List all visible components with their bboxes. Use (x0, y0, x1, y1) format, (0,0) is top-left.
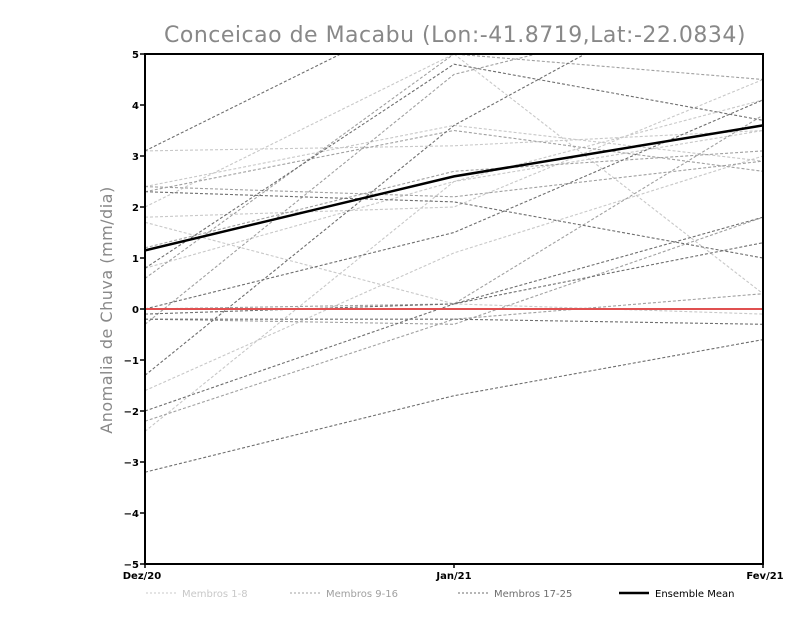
x-axis-ticks: Dez/20 Jan/21 Fev/21 (123, 564, 784, 582)
member-line-13 (145, 150, 763, 249)
legend-label: Membros 17-25 (494, 589, 572, 600)
member-line-11 (145, 54, 539, 325)
member-line-24 (145, 63, 763, 269)
y-tick-label: 4 (132, 101, 139, 112)
member-line-23 (145, 318, 763, 325)
y-tick-label: −5 (124, 560, 139, 571)
member-line-2 (145, 78, 763, 218)
y-tick-label: −2 (124, 407, 139, 418)
legend-item: Membros 17-25 (458, 589, 572, 600)
member-line-15 (145, 293, 763, 422)
y-tick-label: 5 (132, 50, 139, 61)
ensemble-mean-line (145, 124, 763, 252)
legend-item: Membros 9-16 (290, 589, 398, 600)
member-line-14 (145, 160, 763, 198)
member-line-22 (145, 99, 763, 310)
x-tick-label: Jan/21 (435, 571, 471, 582)
legend-label: Membros 1-8 (182, 589, 248, 600)
member-line-6 (145, 221, 763, 315)
legend-item: Membros 1-8 (146, 589, 248, 600)
member-line-21 (145, 216, 763, 412)
member-line-7 (145, 129, 763, 269)
member-line-5 (145, 155, 763, 392)
y-axis-ticks: 5 4 3 2 1 0 −1 −2 −3 −4 −5 (124, 50, 145, 571)
y-axis-label: Anomalia de Chuva (mm/dia) (97, 186, 116, 433)
member-line-19 (145, 339, 763, 473)
member-line-3 (145, 129, 763, 152)
y-tick-label: 1 (132, 254, 139, 265)
y-tick-label: 0 (132, 305, 139, 316)
legend-label: Membros 9-16 (326, 589, 398, 600)
y-tick-label: 3 (132, 152, 139, 163)
member-line-10 (145, 114, 763, 310)
member-line-4 (145, 54, 763, 295)
y-tick-label: −3 (124, 458, 139, 469)
x-tick-label: Fev/21 (746, 571, 783, 582)
member-line-9 (145, 129, 763, 193)
y-tick-label: −1 (124, 356, 139, 367)
chart-title: Conceicao de Macabu (Lon:-41.8719,Lat:-2… (164, 23, 746, 48)
y-tick-label: −4 (124, 509, 139, 520)
x-tick-label: Dez/20 (123, 571, 162, 582)
plot-area (144, 53, 764, 565)
member-line-8 (145, 99, 763, 432)
legend-label: Ensemble Mean (655, 589, 734, 600)
legend: Membros 1-8 Membros 9-16 Membros 17-25 Ense… (146, 589, 734, 600)
member-line-16 (145, 54, 763, 279)
series-lines (145, 54, 763, 473)
member-line-18 (145, 54, 587, 376)
y-tick-label: 2 (132, 203, 139, 214)
legend-item: Ensemble Mean (619, 589, 734, 600)
member-line-12 (145, 216, 763, 325)
